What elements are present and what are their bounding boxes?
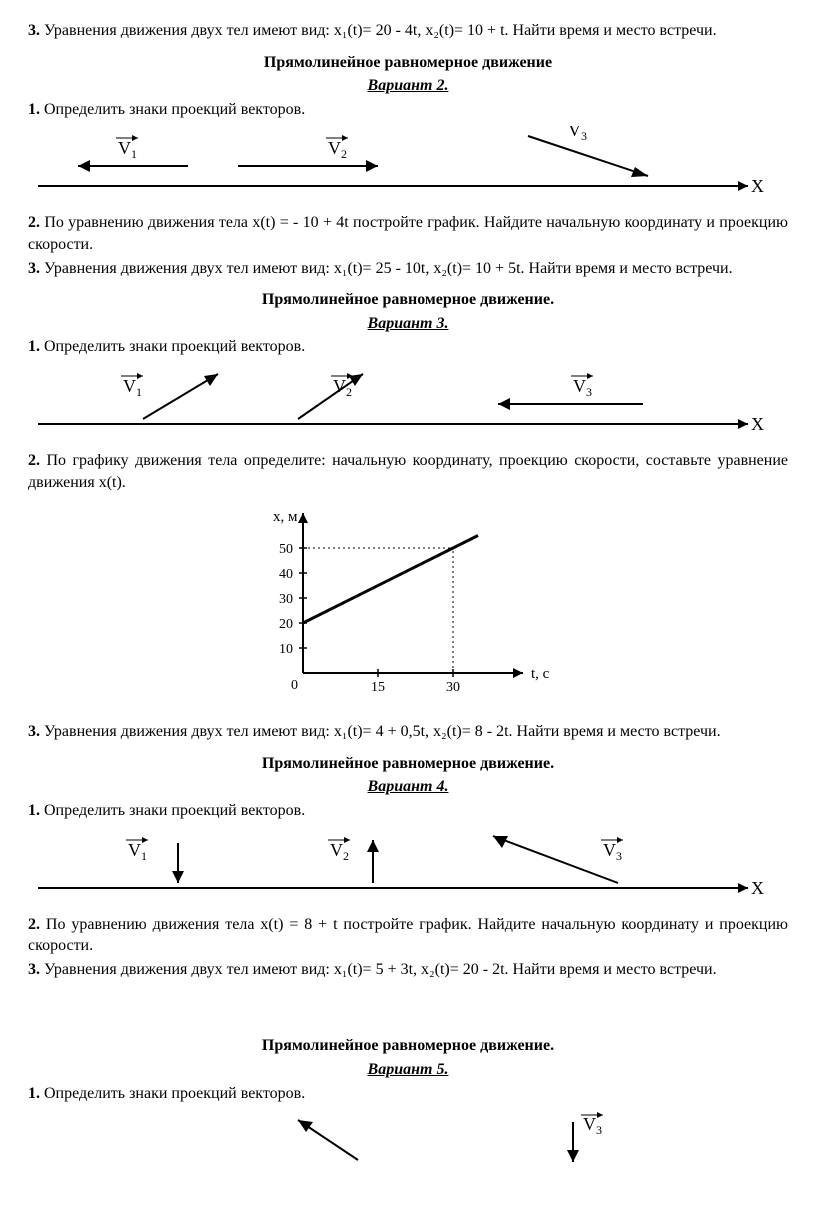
- variant-5-title: Вариант 5.: [368, 1061, 449, 1078]
- v5-vector-diagram: V3: [28, 1110, 788, 1170]
- svg-text:V: V: [573, 376, 586, 396]
- svg-text:V: V: [603, 840, 616, 860]
- svg-text:3: 3: [596, 1123, 602, 1137]
- variant-2-title: Вариант 2.: [368, 77, 449, 94]
- v3-q1-text: Определить знаки проекций векторов.: [44, 338, 305, 355]
- svg-text:40: 40: [279, 567, 293, 582]
- v4-q1: 1. Определить знаки проекций векторов.: [28, 800, 788, 822]
- q3-top: 3. Уравнения движения двух тел имеют вид…: [28, 20, 788, 42]
- svg-text:3: 3: [586, 385, 592, 399]
- v3-q3-text: Уравнения движения двух тел имеют вид: x…: [44, 723, 721, 740]
- v4-q2: 2. По уравнению движения тела x(t) = 8 +…: [28, 914, 788, 957]
- svg-text:50: 50: [279, 542, 293, 557]
- v2-vector-diagram: Х V1 V2 V3: [28, 126, 788, 206]
- svg-text:2: 2: [341, 147, 347, 161]
- v4-q3: 3. Уравнения движения двух тел имеют вид…: [28, 959, 788, 981]
- svg-text:0: 0: [291, 678, 298, 693]
- svg-text:2: 2: [346, 385, 352, 399]
- svg-text:t, c: t, c: [531, 666, 550, 682]
- v4-q3-text: Уравнения движения двух тел имеют вид: x…: [44, 961, 717, 978]
- variant-3-title: Вариант 3.: [368, 315, 449, 332]
- q3-top-text: Уравнения движения двух тел имеют вид: x…: [44, 22, 717, 39]
- v3-q3: 3. Уравнения движения двух тел имеют вид…: [28, 721, 788, 743]
- svg-text:1: 1: [131, 147, 137, 161]
- v3-q2-text: По графику движения тела определите: нач…: [28, 452, 788, 491]
- svg-text:30: 30: [279, 592, 293, 607]
- svg-text:10: 10: [279, 642, 293, 657]
- svg-text:1: 1: [141, 849, 147, 863]
- v3-vector-diagram: Х V1 V2 V3: [28, 364, 788, 444]
- v4-vector-diagram: Х V1 V2 V3: [28, 828, 788, 908]
- section-title-v5: Прямолинейное равномерное движение.: [28, 1035, 788, 1057]
- svg-text:V: V: [328, 138, 341, 158]
- svg-text:V: V: [568, 126, 581, 140]
- svg-text:Х: Х: [751, 414, 764, 434]
- v2-q1: 1. Определить знаки проекций векторов.: [28, 99, 788, 121]
- svg-text:Х: Х: [751, 176, 764, 196]
- v5-q1: 1. Определить знаки проекций векторов.: [28, 1083, 788, 1105]
- svg-text:V: V: [330, 840, 343, 860]
- svg-text:30: 30: [446, 680, 460, 695]
- svg-text:x, м: x, м: [273, 509, 298, 525]
- svg-text:V: V: [333, 376, 346, 396]
- v4-q2-text: По уравнению движения тела x(t) = 8 + t …: [28, 916, 788, 955]
- svg-text:1: 1: [136, 385, 142, 399]
- variant-4-title: Вариант 4.: [368, 778, 449, 795]
- v5-q1-text: Определить знаки проекций векторов.: [44, 1085, 305, 1102]
- v3-chart: 10 20 30 40 50 15 30 0 x, м t, c: [28, 503, 788, 703]
- svg-text:V: V: [118, 138, 131, 158]
- v4-q1-text: Определить знаки проекций векторов.: [44, 802, 305, 819]
- svg-text:V: V: [128, 840, 141, 860]
- svg-text:V: V: [583, 1114, 596, 1134]
- section-title-v2: Прямолинейное равномерное движение: [28, 52, 788, 74]
- v2-q3-text: Уравнения движения двух тел имеют вид: x…: [44, 260, 733, 277]
- v2-q2-text: По уравнению движения тела x(t) = - 10 +…: [28, 214, 788, 253]
- svg-text:3: 3: [616, 849, 622, 863]
- svg-text:2: 2: [343, 849, 349, 863]
- v3-q2: 2. По графику движения тела определите: …: [28, 450, 788, 493]
- svg-text:Х: Х: [751, 878, 764, 898]
- svg-text:15: 15: [371, 680, 385, 695]
- v2-q2: 2. По уравнению движения тела x(t) = - 1…: [28, 212, 788, 255]
- section-title-v3: Прямолинейное равномерное движение.: [28, 289, 788, 311]
- v2-q3: 3. Уравнения движения двух тел имеют вид…: [28, 258, 788, 280]
- v2-q1-text: Определить знаки проекций векторов.: [44, 101, 305, 118]
- section-title-v4: Прямолинейное равномерное движение.: [28, 753, 788, 775]
- svg-text:3: 3: [581, 129, 587, 143]
- svg-text:V: V: [123, 376, 136, 396]
- svg-text:20: 20: [279, 617, 293, 632]
- v3-q1: 1. Определить знаки проекций векторов.: [28, 336, 788, 358]
